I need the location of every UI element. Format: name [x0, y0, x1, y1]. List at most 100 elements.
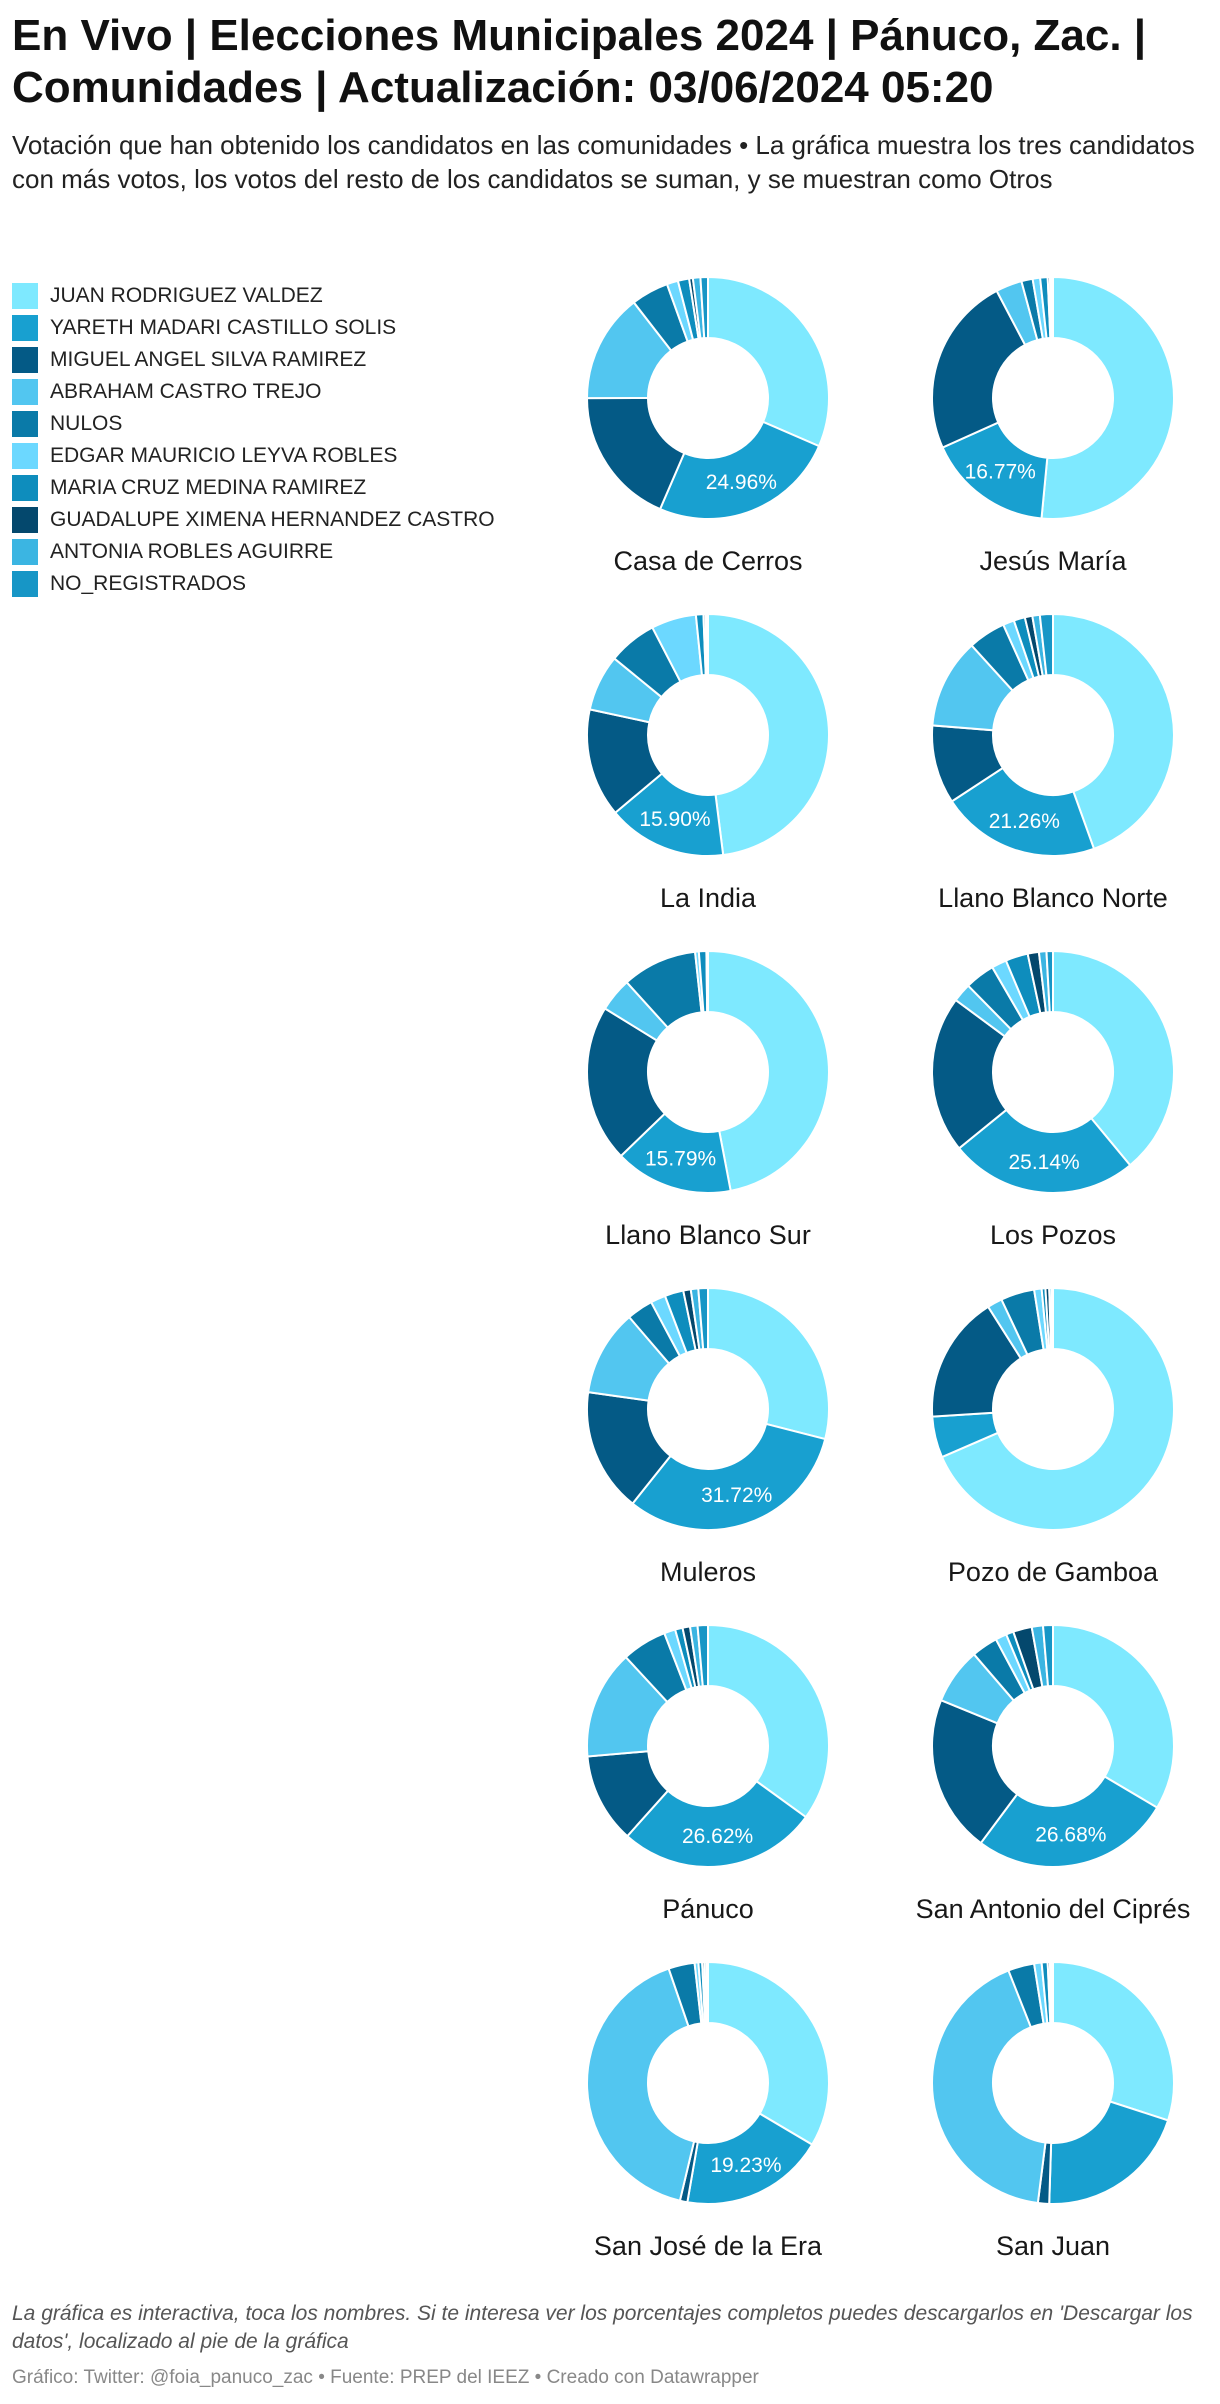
donut-slice[interactable]	[1026, 950, 1048, 1015]
donut-slice[interactable]	[1046, 1961, 1053, 2025]
donut-slice[interactable]	[705, 949, 709, 1014]
donut-slice[interactable]	[673, 1626, 697, 1690]
donut-slice[interactable]	[676, 277, 700, 342]
donut-slice[interactable]	[1012, 616, 1041, 680]
donut-slice[interactable]	[663, 1628, 693, 1692]
donut-slice[interactable]	[931, 998, 1008, 1150]
donut-slice[interactable]	[1048, 1286, 1054, 1351]
donut-slice[interactable]	[1038, 276, 1052, 340]
donut-slice[interactable]	[1048, 1960, 1054, 2025]
donut-slice[interactable]	[1012, 1625, 1044, 1691]
donut-slice[interactable]	[1037, 950, 1051, 1014]
legend-item[interactable]: JUAN RODRIGUEZ VALDEZ	[12, 280, 572, 312]
donut-slice[interactable]	[1000, 1288, 1045, 1357]
donut-slice[interactable]	[619, 1112, 732, 1194]
legend-item[interactable]: MIGUEL ANGEL SILVA RAMIREZ	[12, 344, 572, 376]
donut-slice[interactable]	[1040, 1287, 1051, 1351]
donut-slice[interactable]	[1048, 275, 1054, 340]
donut-slice[interactable]	[931, 644, 1015, 732]
donut-slice[interactable]	[1040, 1961, 1052, 2025]
legend-item[interactable]: MARIA CRUZ MEDINA RAMIREZ	[12, 472, 572, 504]
donut-slice[interactable]	[612, 626, 682, 699]
donut-slice[interactable]	[931, 1969, 1047, 2205]
donut-slice[interactable]	[1004, 952, 1042, 1019]
donut-slice[interactable]	[706, 949, 709, 1014]
donut-slice[interactable]	[1023, 614, 1044, 678]
donut-slice[interactable]	[586, 1655, 669, 1758]
donut-slice[interactable]	[950, 766, 1096, 857]
donut-slice[interactable]	[585, 301, 673, 400]
donut-slice[interactable]	[697, 1286, 709, 1351]
donut-slice[interactable]	[1030, 1624, 1050, 1689]
donut-slice[interactable]	[707, 275, 830, 448]
donut-slice[interactable]	[624, 1631, 688, 1704]
donut-slice[interactable]	[1052, 612, 1175, 851]
donut-slice[interactable]	[667, 1961, 703, 2028]
donut-slice[interactable]	[625, 950, 703, 1029]
donut-slice[interactable]	[1045, 949, 1054, 1014]
donut-slice[interactable]	[663, 1289, 697, 1355]
legend-item[interactable]: ABRAHAM CASTRO TREJO	[12, 376, 572, 408]
donut-slice[interactable]	[588, 657, 663, 724]
donut-slice[interactable]	[603, 980, 670, 1042]
donut-slice[interactable]	[931, 1305, 1023, 1418]
donut-slice[interactable]	[586, 708, 664, 815]
donut-slice[interactable]	[979, 1775, 1159, 1868]
donut-slice[interactable]	[972, 1637, 1027, 1702]
donut-slice[interactable]	[625, 1779, 808, 1868]
donut-slice[interactable]	[678, 2140, 699, 2204]
donut-slice[interactable]	[707, 949, 830, 1193]
donut-slice[interactable]	[1052, 1623, 1175, 1809]
donut-slice[interactable]	[995, 279, 1039, 347]
legend-item[interactable]: NULOS	[12, 408, 572, 440]
donut-slice[interactable]	[1050, 275, 1054, 340]
donut-slice[interactable]	[931, 1411, 1000, 1459]
donut-slice[interactable]	[665, 279, 695, 343]
donut-slice[interactable]	[586, 1750, 670, 1838]
donut-slice[interactable]	[586, 1967, 696, 2202]
donut-slice[interactable]	[703, 1961, 709, 2025]
donut-slice[interactable]	[697, 949, 709, 1014]
donut-slice[interactable]	[957, 1108, 1132, 1194]
donut-slice[interactable]	[1050, 1286, 1054, 1351]
donut-slice[interactable]	[694, 613, 707, 677]
donut-slice[interactable]	[1038, 612, 1054, 677]
donut-slice[interactable]	[1007, 1962, 1045, 2029]
donut-slice[interactable]	[632, 282, 689, 353]
donut-slice[interactable]	[707, 1623, 830, 1819]
donut-slice[interactable]	[651, 613, 704, 684]
donut-slice[interactable]	[1031, 613, 1048, 678]
donut-slice[interactable]	[954, 984, 1013, 1038]
donut-slice[interactable]	[1001, 619, 1035, 682]
donut-slice[interactable]	[689, 1287, 705, 1351]
donut-slice[interactable]	[682, 1288, 701, 1352]
donut-slice[interactable]	[681, 1625, 701, 1689]
donut-slice[interactable]	[686, 2112, 814, 2205]
donut-slice[interactable]	[1032, 1961, 1049, 2025]
donut-slice[interactable]	[585, 397, 686, 511]
donut-slice[interactable]	[1041, 1623, 1054, 1688]
legend-item[interactable]: EDGAR MAURICIO LEYVA ROBLES	[12, 440, 572, 472]
donut-slice[interactable]	[613, 772, 725, 857]
donut-slice[interactable]	[1050, 1960, 1054, 2025]
donut-slice[interactable]	[707, 1960, 830, 2146]
donut-slice[interactable]	[1052, 949, 1175, 1167]
donut-slice[interactable]	[586, 1007, 667, 1158]
donut-slice[interactable]	[1036, 2141, 1053, 2205]
legend-item[interactable]: GUADALUPE XIMENA HERNANDEZ CASTRO	[12, 504, 572, 536]
donut-slice[interactable]	[940, 1286, 1175, 1531]
donut-slice[interactable]	[931, 724, 1005, 803]
donut-slice[interactable]	[696, 1623, 709, 1688]
donut-slice[interactable]	[1048, 2100, 1170, 2205]
donut-slice[interactable]	[707, 612, 830, 857]
donut-slice[interactable]	[1020, 277, 1045, 342]
donut-slice[interactable]	[704, 612, 709, 677]
donut-slice[interactable]	[931, 1698, 1019, 1845]
donut-slice[interactable]	[990, 959, 1031, 1022]
donut-slice[interactable]	[701, 1961, 708, 2025]
donut-slice[interactable]	[702, 613, 708, 677]
legend-item[interactable]: ANTONIA ROBLES AGUIRRE	[12, 536, 572, 568]
legend-item[interactable]: YARETH MADARI CASTILLO SOLIS	[12, 312, 572, 344]
donut-slice[interactable]	[587, 1315, 671, 1402]
donut-slice[interactable]	[658, 420, 821, 520]
